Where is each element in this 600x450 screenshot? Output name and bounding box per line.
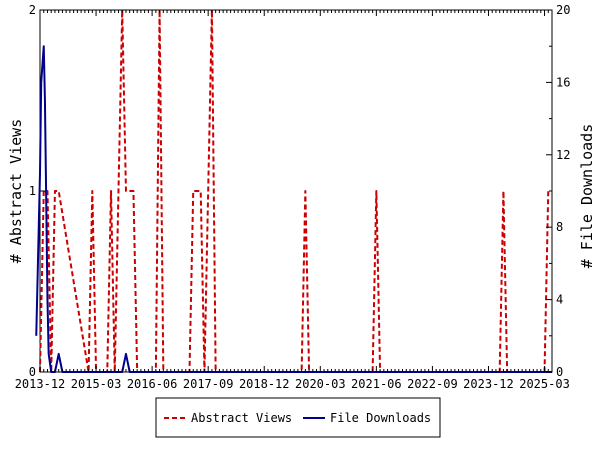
right-y-tick-label: 8: [556, 220, 563, 234]
ticks-layer: 2013-12 2015-03 2016-06 2017-09 2018-12 2020-…: [15, 3, 571, 391]
x-tick-label: 2022-09: [407, 377, 458, 391]
legend: Abstract Views File Downloads: [155, 397, 441, 438]
left-axis-title: # Abstract Views: [7, 119, 25, 264]
x-tick-label: 2017-09: [183, 377, 234, 391]
legend-label-abstract-views: Abstract Views: [191, 411, 292, 425]
x-tick-label: 2013-12: [15, 377, 66, 391]
legend-label-file-downloads: File Downloads: [330, 411, 431, 425]
x-tick-label: 2015-03: [71, 377, 122, 391]
right-y-tick-label: 20: [556, 3, 570, 17]
x-tick-label: 2020-03: [295, 377, 346, 391]
legend-box: [155, 397, 441, 438]
x-tick-label: 2025-03: [519, 377, 570, 391]
right-y-tick-label: 16: [556, 75, 570, 89]
series-line-file-downloads: [35, 45, 552, 373]
right-y-tick-label: 12: [556, 148, 570, 162]
right-y-tick-label: 4: [556, 293, 563, 307]
x-tick-label: 2023-12: [463, 377, 514, 391]
x-tick-label: 2018-12: [239, 377, 290, 391]
left-y-tick-label: 0: [29, 365, 36, 379]
left-y-tick-label: 1: [29, 184, 36, 198]
right-axis-title: # File Downloads: [578, 124, 596, 269]
x-tick-label: 2021-06: [351, 377, 402, 391]
left-y-tick-label: 2: [29, 3, 36, 17]
x-tick-label: 2016-06: [127, 377, 178, 391]
right-y-tick-label: 0: [556, 365, 563, 379]
